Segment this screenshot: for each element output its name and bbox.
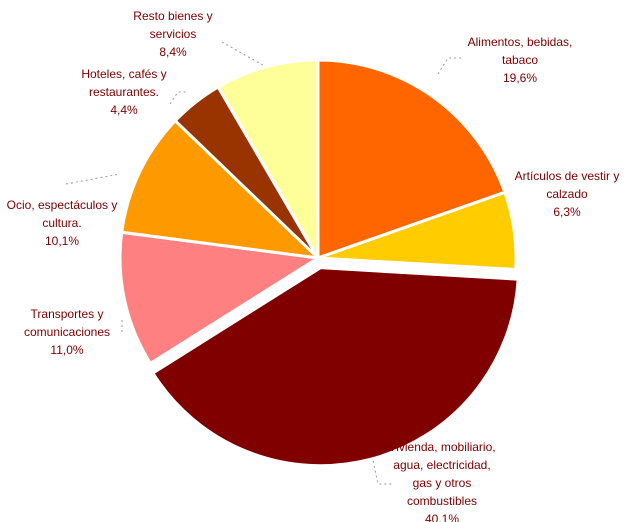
pie-slice [120,118,323,261]
slice-label: Hoteles, cafés y restaurantes. 4,4% [81,67,166,117]
pie-slices [118,58,520,468]
leader-lines [65,41,462,485]
leader-line [371,455,392,485]
slice-label: Vivienda, mobiliario, agua, electricidad,… [388,440,495,522]
slice-label: Resto bienes y servicios 8,4% [133,9,212,59]
slice-label: Alimentos, bebidas, tabaco 19,6% [468,35,573,85]
pie-slice [118,230,323,366]
leader-line [169,91,188,105]
leader-line [437,57,462,75]
slice-label: Ocio, espectáculos y cultura. 10,1% [7,198,118,248]
slice-labels: Alimentos, bebidas, tabaco 19,6% Artículos … [7,9,620,522]
pie-slice [317,190,518,272]
slice-label: Transportes y comunicaciones 11,0% [24,307,110,357]
leader-line [221,41,269,69]
slice-label: Artículos de vestir y calzado 6,3% [515,169,620,219]
pie-slice [216,58,320,264]
pie-slice [150,266,520,468]
leader-line [65,173,121,185]
